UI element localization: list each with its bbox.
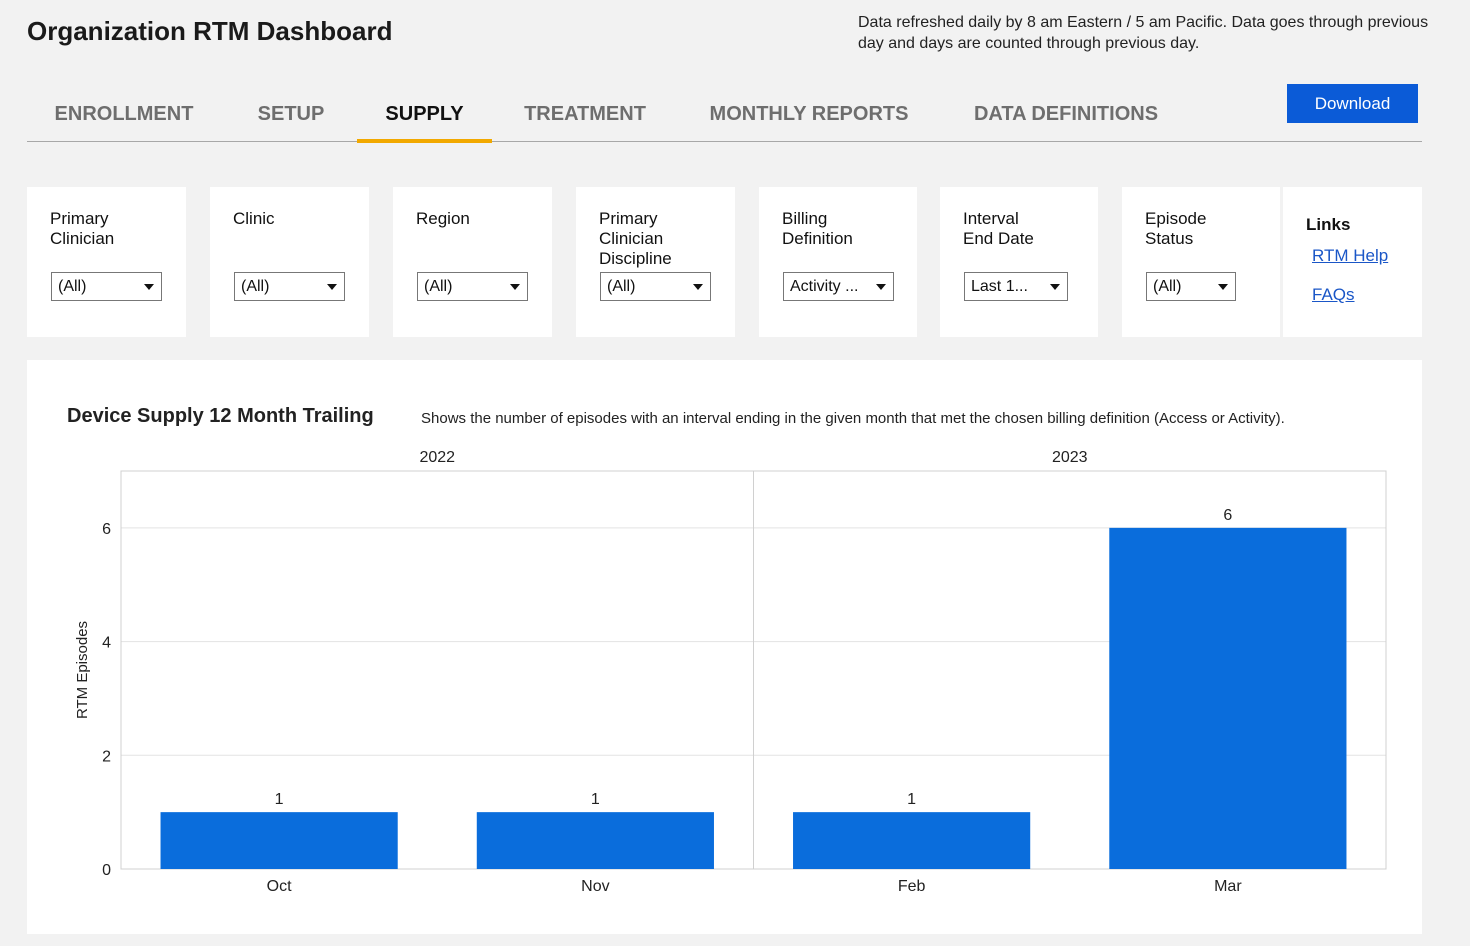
y-tick-label: 4 [102,635,111,652]
y-tick-label: 6 [102,521,111,538]
filter-clinic: Clinic (All) [210,187,369,337]
page-title: Organization RTM Dashboard [27,16,393,46]
chevron-down-icon [144,284,154,290]
filter-billing-definition: Billing Definition Activity ... [759,187,917,337]
clinic-select[interactable]: (All) [234,272,345,301]
chevron-down-icon [327,284,337,290]
group-label: 2022 [419,449,455,466]
primary-clinician-select[interactable]: (All) [51,272,162,301]
filter-primary-clinician-discipline: Primary Clinician Discipline (All) [576,187,735,337]
select-value: (All) [58,278,87,295]
interval-end-date-select[interactable]: Last 1... [964,272,1068,301]
filter-interval-end-date: Interval End Date Last 1... [940,187,1098,337]
primary-clinician-discipline-select[interactable]: (All) [600,272,711,301]
data-label: 1 [275,791,284,808]
filter-episode-status: Episode Status (All) [1122,187,1280,337]
filter-label: Interval End Date [963,209,1034,248]
filter-region: Region (All) [393,187,552,337]
rtm-help-link[interactable]: RTM Help [1312,246,1389,265]
filter-label: Primary Clinician [50,209,115,248]
data-label: 1 [591,791,600,808]
chevron-down-icon [510,284,520,290]
filter-label: Region [416,209,470,228]
faqs-link[interactable]: FAQs [1312,285,1355,304]
bar [793,812,1031,869]
filter-label: Episode Status [1145,209,1207,248]
chevron-down-icon [1050,284,1060,290]
supply-bar-chart: 0 2 4 6 RTM Episodes 2022 1 Oct 1 Nov 2023 1 Feb 6 Mar [74,449,1387,895]
select-value: (All) [424,278,453,295]
chart-title: Device Supply 12 Month Trailing [67,405,374,427]
x-tick-label: Feb [898,878,926,895]
x-tick-label: Nov [581,878,609,895]
tab-treatment[interactable]: TREATMENT [524,103,646,125]
select-value: (All) [241,278,270,295]
tab-data-definitions[interactable]: DATA DEFINITIONS [973,103,1159,125]
billing-definition-select[interactable]: Activity ... [783,272,894,301]
tab-setup[interactable]: SETUP [257,103,325,125]
filter-primary-clinician: Primary Clinician (All) [27,187,186,337]
tab-enrollment[interactable]: ENROLLMENT [54,103,194,125]
tab-bar: ENROLLMENT SETUP SUPPLY TREATMENT MONTHL… [27,88,1422,143]
select-value: Activity ... [790,278,859,295]
select-value: Last 1... [971,278,1028,295]
tab-monthly-reports[interactable]: MONTHLY REPORTS [709,103,909,125]
select-value: (All) [1153,278,1182,295]
data-label: 6 [1223,507,1232,524]
links-title: Links [1306,215,1351,234]
y-tick-label: 0 [102,862,111,879]
x-tick-label: Oct [267,878,292,895]
filter-label: Primary Clinician Discipline [599,209,672,268]
chevron-down-icon [1218,284,1228,290]
links-card: Links RTM Help FAQs [1283,187,1422,337]
x-tick-label: Mar [1214,878,1242,895]
tab-supply[interactable]: SUPPLY [357,88,492,143]
filter-label: Clinic [233,209,275,228]
group-label: 2023 [1052,449,1088,466]
select-value: (All) [607,278,636,295]
chevron-down-icon [693,284,703,290]
bar [160,812,398,869]
data-label: 1 [907,791,916,808]
filter-label: Billing Definition [782,209,853,248]
chart-subtitle: Shows the number of episodes with an int… [421,410,1285,427]
y-axis-label: RTM Episodes [74,621,91,719]
chart-card: Device Supply 12 Month Trailing Shows th… [27,360,1422,934]
y-tick-label: 2 [102,748,111,765]
refresh-note: Data refreshed daily by 8 am Eastern / 5… [858,14,1429,52]
bar [1109,527,1347,869]
download-button[interactable]: Download [1287,84,1418,123]
region-select[interactable]: (All) [417,272,528,301]
bar [476,812,714,869]
chevron-down-icon [876,284,886,290]
episode-status-select[interactable]: (All) [1146,272,1236,301]
